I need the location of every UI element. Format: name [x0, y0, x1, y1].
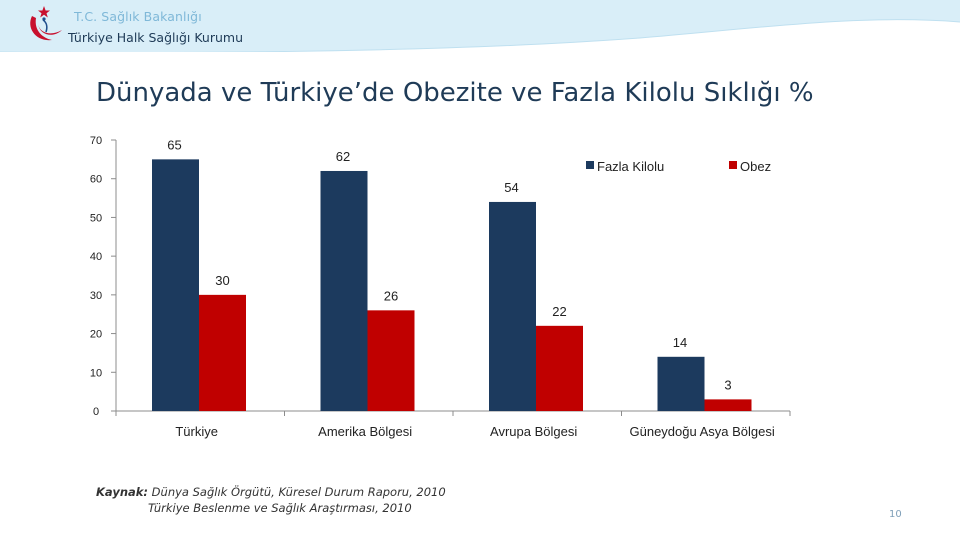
source-citation: Kaynak: Dünya Sağlık Örgütü, Küresel Dur… [96, 484, 446, 516]
y-axis-tick-label: 70 [90, 135, 102, 147]
x-axis-category-label: Güneydoğu Asya Bölgesi [630, 424, 775, 439]
bar-fazla-kilolu [489, 201, 536, 411]
y-axis-tick-label: 10 [90, 367, 102, 379]
bar-fazla-kilolu [657, 356, 705, 411]
header-wave-background [0, 0, 960, 52]
bar-value-label: 54 [504, 180, 518, 195]
bar-fazla-kilolu [320, 170, 368, 411]
bar-obez [199, 294, 246, 411]
bar-value-label: 3 [724, 377, 731, 392]
y-axis-tick-label: 50 [90, 212, 102, 224]
y-axis-tick-label: 0 [93, 406, 99, 418]
bar-value-label: 22 [552, 304, 566, 319]
bar-value-label: 65 [167, 137, 181, 152]
x-axis-category-label: Türkiye [175, 424, 218, 439]
organization-title: T.C. Sağlık Bakanlığı [74, 9, 202, 24]
source-line-2: Türkiye Beslenme ve Sağlık Araştırması, … [148, 501, 412, 515]
y-axis-tick-label: 40 [90, 251, 102, 263]
y-axis-tick-label: 20 [90, 329, 102, 341]
ministry-logo-icon [30, 6, 62, 41]
bar-obez [367, 310, 415, 411]
bar-value-label: 62 [336, 149, 350, 164]
source-label: Kaynak: [96, 485, 149, 499]
bar-value-label: 30 [215, 273, 229, 288]
legend-label: Fazla Kilolu [597, 159, 664, 174]
page-number: 10 [889, 509, 902, 520]
bar-obez [704, 399, 752, 411]
bar-value-label: 14 [673, 335, 687, 350]
y-axis-tick-label: 30 [90, 290, 102, 302]
legend-swatch-obez [729, 161, 737, 169]
x-axis-category-label: Amerika Bölgesi [318, 424, 412, 439]
organization-subtitle: Türkiye Halk Sağlığı Kurumu [68, 30, 244, 45]
source-line-1: Dünya Sağlık Örgütü, Küresel Durum Rapor… [148, 485, 446, 499]
y-axis-tick-label: 60 [90, 174, 102, 186]
legend-label: Obez [740, 159, 771, 174]
header: T.C. Sağlık Bakanlığı Türkiye Halk Sağlı… [0, 0, 960, 52]
x-axis-category-label: Avrupa Bölgesi [490, 424, 577, 439]
legend-swatch-fazla-kilolu [586, 161, 594, 169]
slide-title: Dünyada ve Türkiye’de Obezite ve Fazla K… [96, 78, 814, 108]
bar-obez [536, 325, 583, 411]
bar-fazla-kilolu [152, 159, 199, 411]
bar-value-label: 26 [384, 288, 398, 303]
